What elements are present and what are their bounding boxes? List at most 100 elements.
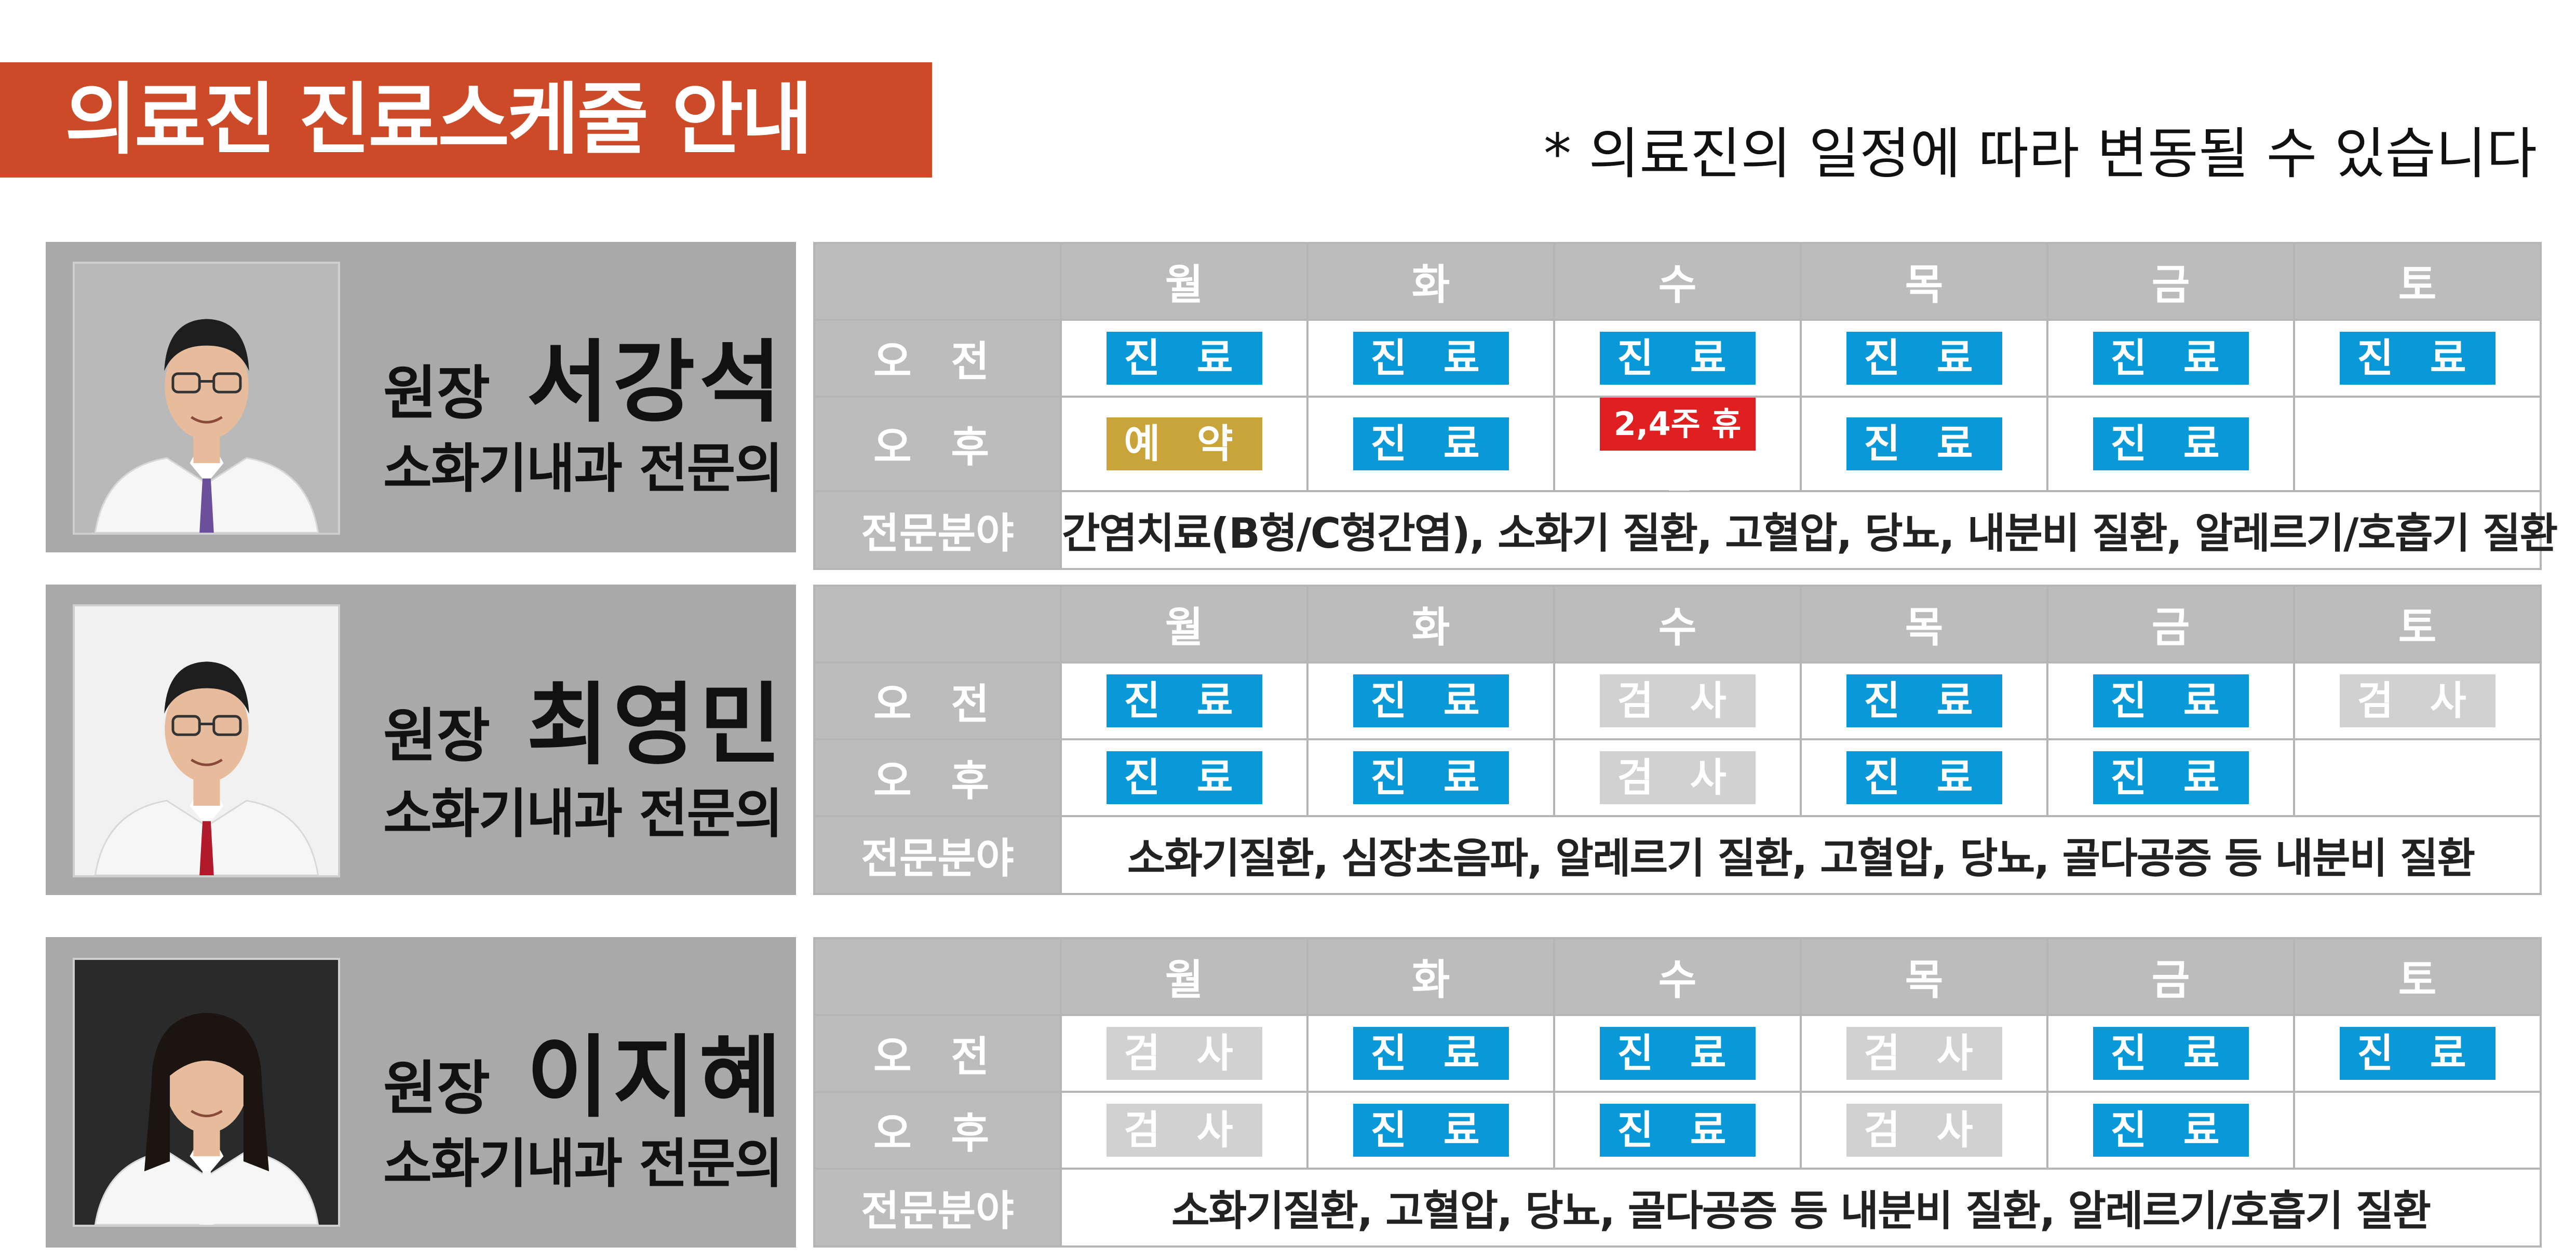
schedule-cell: 진 료 bbox=[2293, 1014, 2542, 1093]
clinic-badge: 진 료 bbox=[1353, 674, 1509, 727]
schedule-cell: 진 료 bbox=[1060, 738, 1309, 817]
schedule-cell bbox=[2293, 738, 2542, 817]
exam-badge: 검 사 bbox=[1599, 751, 1756, 804]
doctor-name-line: 원장 이지혜 bbox=[383, 1005, 786, 1134]
clinic-badge: 진 료 bbox=[2093, 417, 2249, 470]
doctor-title: 원장 bbox=[383, 1055, 491, 1122]
afternoon-row-label: 오 후 bbox=[813, 396, 1062, 492]
clinic-badge: 진 료 bbox=[1846, 751, 2002, 804]
doctor-title: 원장 bbox=[383, 360, 491, 427]
schedule-cell: 진 료 bbox=[2046, 1014, 2295, 1093]
exam-badge: 검 사 bbox=[1106, 1027, 1262, 1080]
schedule-cell: 진 료 bbox=[1306, 1014, 1555, 1093]
schedule-cell: 2,4주 휴진 bbox=[1553, 396, 1802, 496]
doctor-portrait-icon bbox=[73, 958, 340, 1227]
specialty-label: 전문분야 bbox=[813, 815, 1062, 895]
schedule-cell: 진 료 bbox=[1800, 396, 2048, 492]
schedule-cell bbox=[2293, 1091, 2542, 1170]
doctor-name: 최영민 bbox=[527, 673, 786, 777]
schedule-cell: 진 료 bbox=[2046, 661, 2295, 740]
doctor-profile-card: 원장 서강석 소화기내과 전문의 bbox=[46, 242, 796, 552]
day-header: 월 bbox=[1060, 585, 1309, 663]
schedule-cell: 진 료 bbox=[1553, 1014, 1802, 1093]
table-corner bbox=[813, 585, 1062, 663]
clinic-badge: 진 료 bbox=[1106, 751, 1262, 804]
day-header: 금 bbox=[2046, 242, 2295, 321]
specialty-text: 소화기질환, 심장초음파, 알레르기 질환, 고혈압, 당뇨, 골다공증 등 내… bbox=[1060, 815, 2542, 895]
specialty-label: 전문분야 bbox=[813, 490, 1062, 570]
day-header: 토 bbox=[2293, 242, 2542, 321]
exam-badge: 검 사 bbox=[1599, 674, 1756, 727]
doctor-portrait-icon bbox=[73, 262, 340, 535]
morning-row-label: 오 전 bbox=[813, 1014, 1062, 1093]
clinic-badge: 진 료 bbox=[1353, 417, 1509, 470]
clinic-badge: 진 료 bbox=[1599, 1104, 1756, 1157]
reservation-badge: 예 약 bbox=[1106, 417, 1262, 470]
clinic-badge: 진 료 bbox=[1353, 1027, 1509, 1080]
doctor-portrait-icon bbox=[73, 604, 340, 877]
clinic-badge: 진 료 bbox=[2093, 1027, 2249, 1080]
afternoon-row: 오 후 예 약 진 료 2,4주 휴진 진 료 진 료 bbox=[813, 396, 2542, 496]
schedule-cell: 진 료 bbox=[1800, 738, 2048, 817]
schedule-cell: 검 사 bbox=[1553, 738, 1802, 817]
schedule-cell: 진 료 bbox=[2046, 319, 2295, 398]
clinic-badge: 진 료 bbox=[2339, 332, 2496, 385]
clinic-badge: 진 료 bbox=[1846, 332, 2002, 385]
schedule-cell: 진 료 bbox=[1800, 661, 2048, 740]
schedule-cell: 검 사 bbox=[1553, 661, 1802, 740]
schedule-cell: 진 료 bbox=[2046, 396, 2295, 492]
doctor-profile-card: 원장 이지혜 소화기내과 전문의 bbox=[46, 937, 796, 1248]
day-header: 금 bbox=[2046, 937, 2295, 1016]
specialty-row: 전문분야 소화기질환, 고혈압, 당뇨, 골다공증 등 내분비 질환, 알레르기/… bbox=[813, 1168, 2542, 1248]
closed-badge: 2,4주 휴진 bbox=[1599, 398, 1756, 496]
table-corner bbox=[813, 242, 1062, 321]
schedule-cell: 진 료 bbox=[1306, 396, 1555, 492]
doctor-department: 소화기내과 전문의 bbox=[383, 1133, 783, 1195]
day-header: 월 bbox=[1060, 937, 1309, 1016]
afternoon-row-label: 오 후 bbox=[813, 738, 1062, 817]
specialty-label: 전문분야 bbox=[813, 1168, 1062, 1248]
day-header: 수 bbox=[1553, 585, 1802, 663]
clinic-badge: 진 료 bbox=[2093, 1104, 2249, 1157]
schedule-change-notice: * 의료진의 일정에 따라 변동될 수 있습니다 bbox=[1543, 122, 2537, 186]
doctor-department: 소화기내과 전문의 bbox=[383, 783, 783, 845]
clinic-badge: 진 료 bbox=[1353, 1104, 1509, 1157]
clinic-badge: 진 료 bbox=[1106, 332, 1262, 385]
schedule-cell: 예 약 bbox=[1060, 396, 1309, 492]
clinic-badge: 진 료 bbox=[2093, 751, 2249, 804]
day-header: 토 bbox=[2293, 937, 2542, 1016]
schedule-cell bbox=[2293, 396, 2542, 492]
schedule-cell: 진 료 bbox=[2293, 319, 2542, 398]
day-header: 목 bbox=[1800, 585, 2048, 663]
schedule-cell: 검 사 bbox=[2293, 661, 2542, 740]
schedule-cell: 진 료 bbox=[1306, 661, 1555, 740]
morning-row-label: 오 전 bbox=[813, 319, 1062, 398]
clinic-badge: 진 료 bbox=[1846, 674, 2002, 727]
clinic-badge: 진 료 bbox=[1599, 1027, 1756, 1080]
day-header: 수 bbox=[1553, 242, 1802, 321]
clinic-badge: 진 료 bbox=[2093, 674, 2249, 727]
clinic-badge: 진 료 bbox=[1599, 332, 1756, 385]
afternoon-row-label: 오 후 bbox=[813, 1091, 1062, 1170]
doctor-name: 서강석 bbox=[527, 330, 786, 435]
clinic-badge: 진 료 bbox=[2093, 332, 2249, 385]
schedule-cell: 검 사 bbox=[1800, 1091, 2048, 1170]
specialty-row: 전문분야 간염치료(B형/C형간염), 소화기 질환, 고혈압, 당뇨, 내분비 … bbox=[813, 490, 2558, 570]
day-header: 월 bbox=[1060, 242, 1309, 321]
day-header: 화 bbox=[1306, 585, 1555, 663]
doctor-name-line: 원장 서강석 bbox=[383, 309, 786, 439]
morning-row-label: 오 전 bbox=[813, 661, 1062, 740]
clinic-badge: 진 료 bbox=[1106, 674, 1262, 727]
doctor-name: 이지혜 bbox=[527, 1025, 786, 1130]
doctor-name-line: 원장 최영민 bbox=[383, 652, 786, 782]
day-header: 토 bbox=[2293, 585, 2542, 663]
